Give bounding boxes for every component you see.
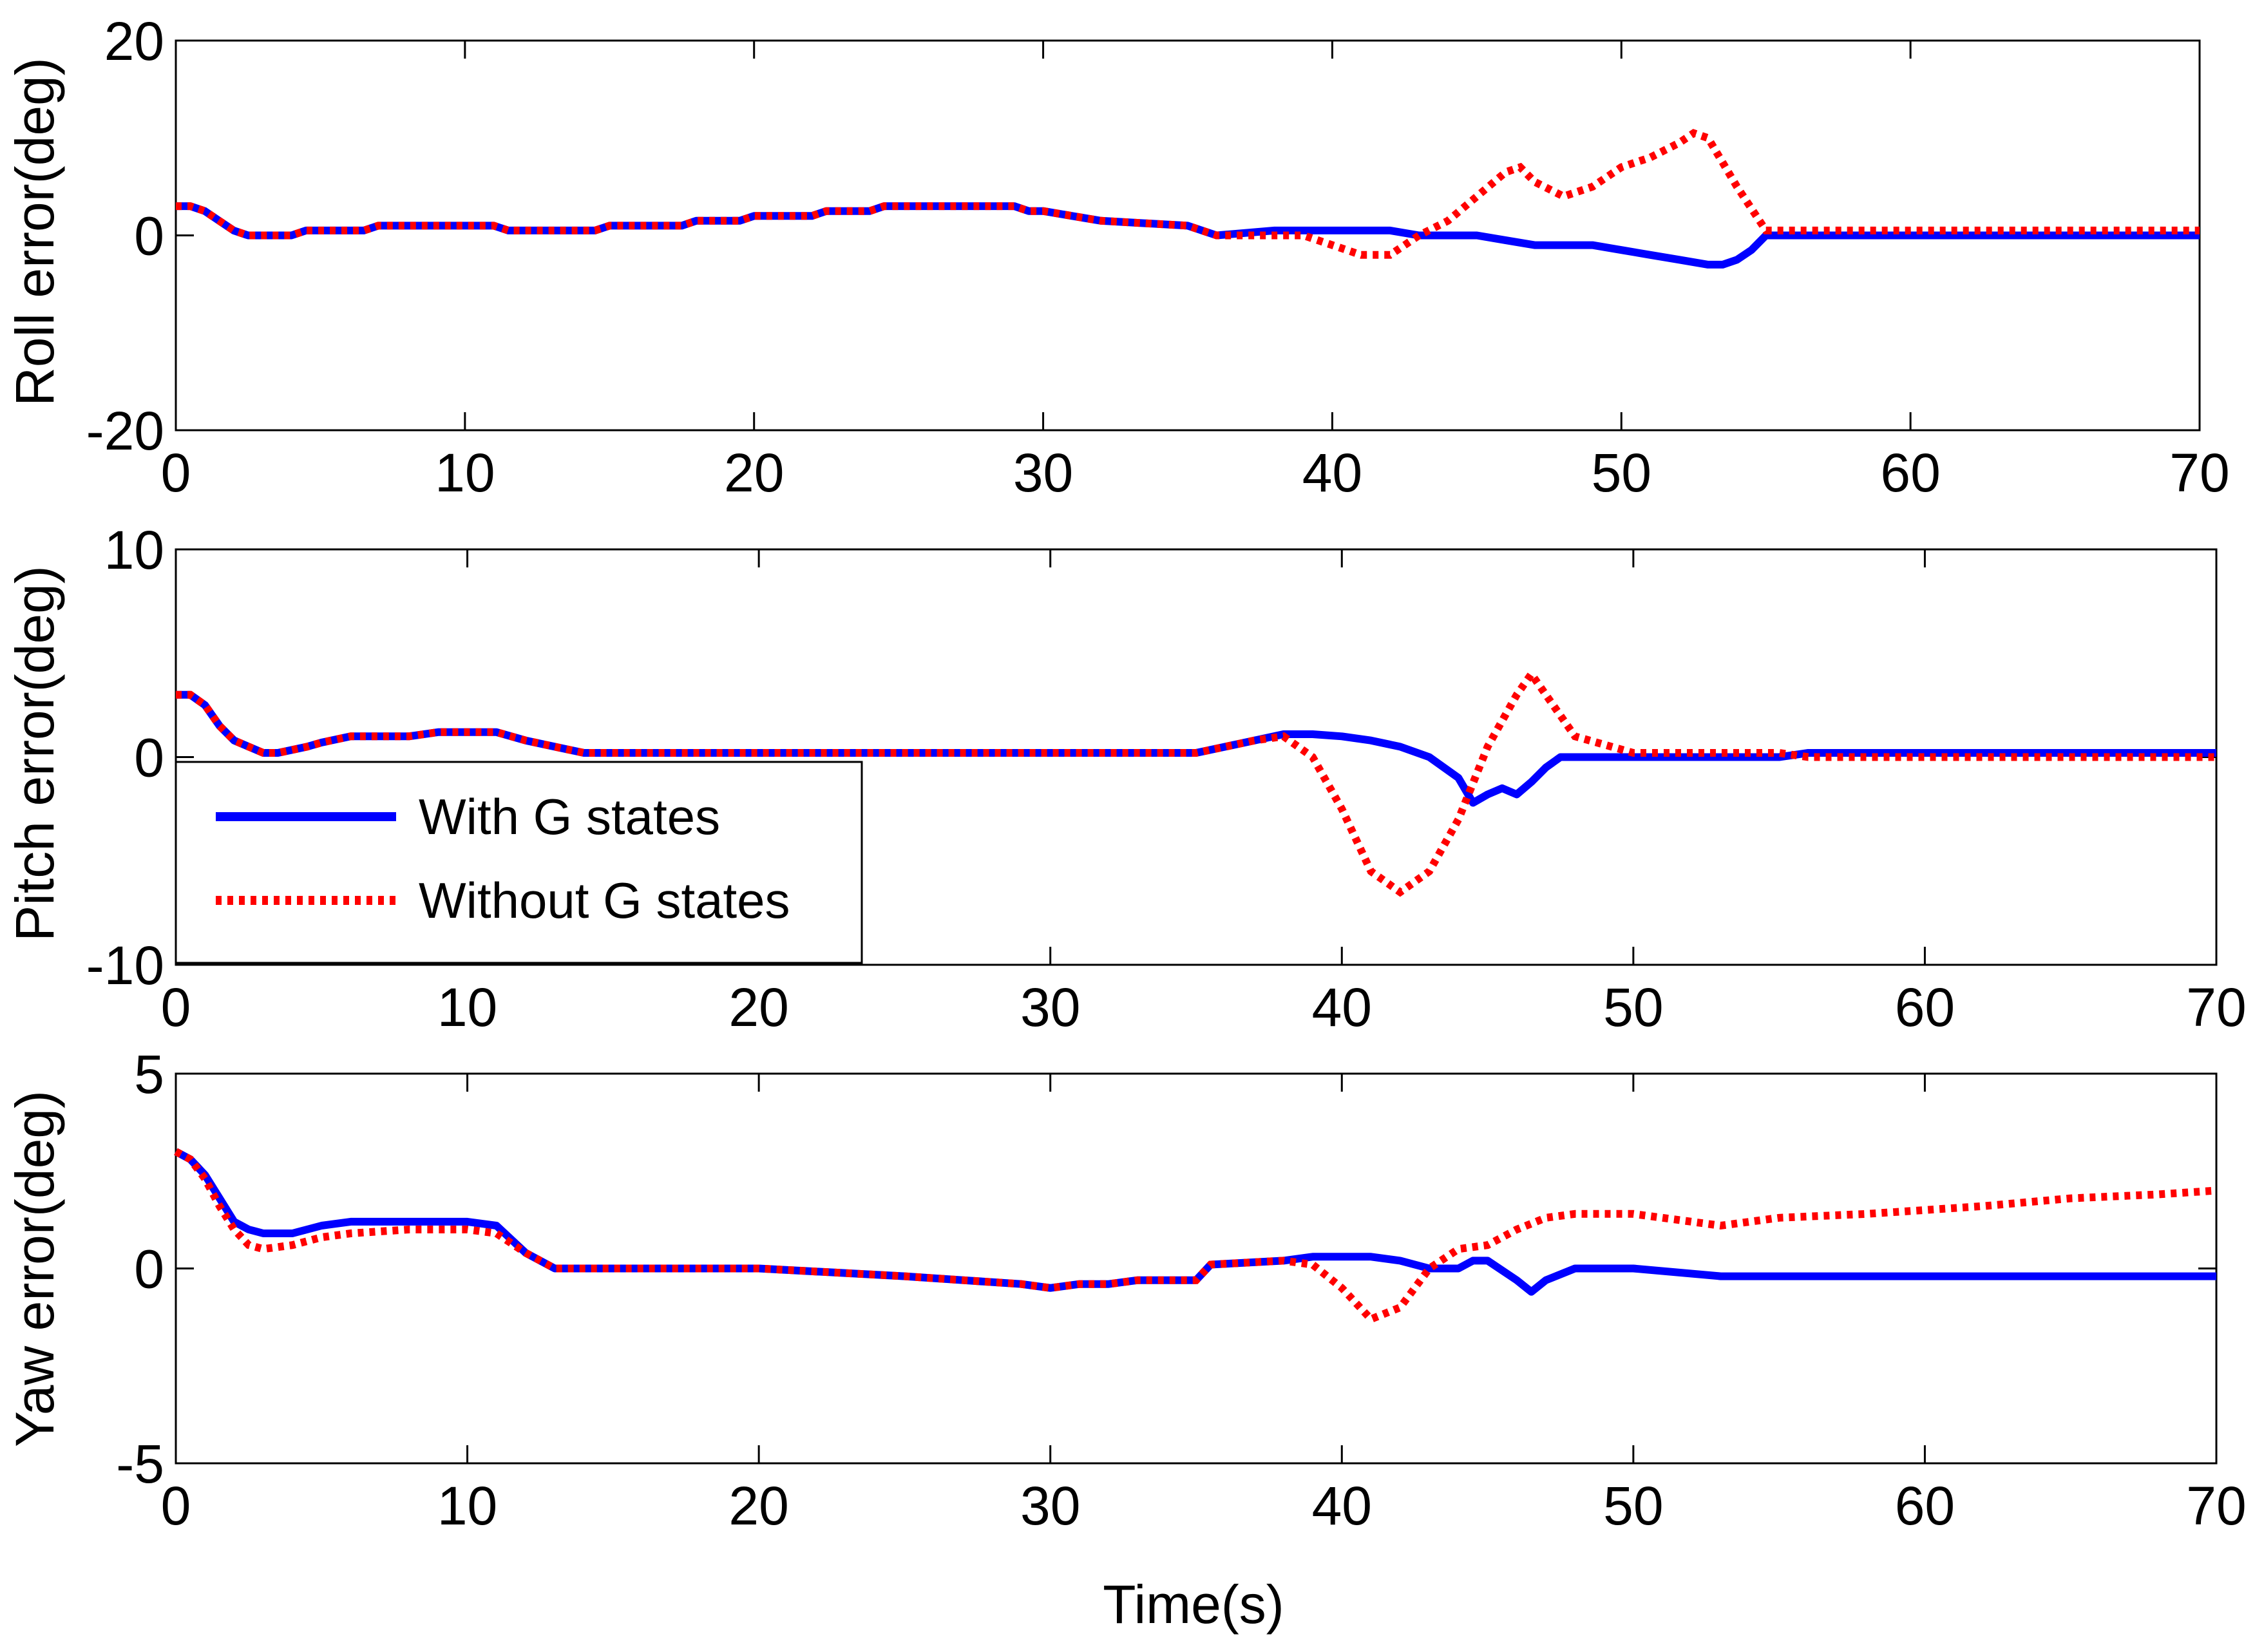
yaw-series-without-g-states-line [174,1148,2217,1324]
legend-label-without-g: Without G states [419,872,790,929]
yaw-ylabel: Yaw error(deg) [5,1090,65,1447]
yaw-xtick-label: 60 [1895,1476,1955,1536]
legend-box [175,761,863,964]
pitch-xtick-label: 60 [1895,977,1955,1038]
roll-xtick-label: 10 [435,442,495,503]
x-axis-title: Time(s) [1103,1574,1284,1635]
legend-label-with-g: With G states [419,788,720,845]
yaw-ticks: 0 10 20 30 40 50 60 70-505 [116,1044,2246,1536]
pitch-xtick-label: 70 [2186,977,2246,1038]
yaw-xtick-label: 0 [161,1476,191,1536]
pitch-xtick-label: 0 [161,977,191,1038]
roll-xtick-label: 30 [1013,442,1073,503]
yaw-xtick-label: 40 [1312,1476,1372,1536]
roll-ytick-label: 20 [104,11,164,71]
pitch-series-without-g-states-line [176,667,2216,897]
yaw-series [174,1148,2217,1324]
pitch-ytick-label: 0 [134,728,164,788]
yaw-ytick-label: -5 [116,1434,164,1494]
yaw-xtick-label: 70 [2186,1476,2246,1536]
yaw-xtick-label: 10 [437,1476,497,1536]
roll-ylabel: Roll error(deg) [5,57,65,406]
pitch-ylabel: Pitch error(deg) [5,565,65,942]
roll-xtick-label: 0 [161,442,191,503]
yaw-plot-frame [175,1072,2218,1465]
roll-series-without-g-states-line [176,129,2200,259]
pitch-ytick-label: 10 [104,520,164,580]
pitch-xtick-label: 40 [1312,977,1372,1038]
roll-ytick-label: -20 [86,401,164,461]
yaw-series-with-g-states-line [174,1148,2216,1296]
pitch-series [176,667,2216,897]
yaw-xtick-label: 50 [1603,1476,1663,1536]
yaw-error-panel: 0 10 20 30 40 50 60 70-505 Yaw error(deg) [5,1044,2247,1536]
pitch-xtick-label: 50 [1603,977,1663,1038]
pitch-xtick-label: 30 [1020,977,1080,1038]
roll-series [176,129,2200,269]
yaw-xtick-label: 30 [1020,1476,1080,1536]
pitch-ytick-label: -10 [86,935,164,996]
roll-xtick-label: 40 [1302,442,1362,503]
roll-xtick-label: 70 [2169,442,2229,503]
yaw-xtick-label: 20 [728,1476,788,1536]
yaw-ytick-label: 0 [134,1239,164,1300]
roll-xtick-label: 60 [1880,442,1940,503]
roll-xtick-label: 50 [1592,442,1651,503]
yaw-ytick-label: 5 [134,1044,164,1105]
pitch-xtick-label: 20 [728,977,788,1038]
roll-ytick-label: 0 [134,206,164,267]
legend: With G states Without G states [175,761,863,964]
roll-xtick-label: 20 [724,442,784,503]
pitch-xtick-label: 10 [437,977,497,1038]
